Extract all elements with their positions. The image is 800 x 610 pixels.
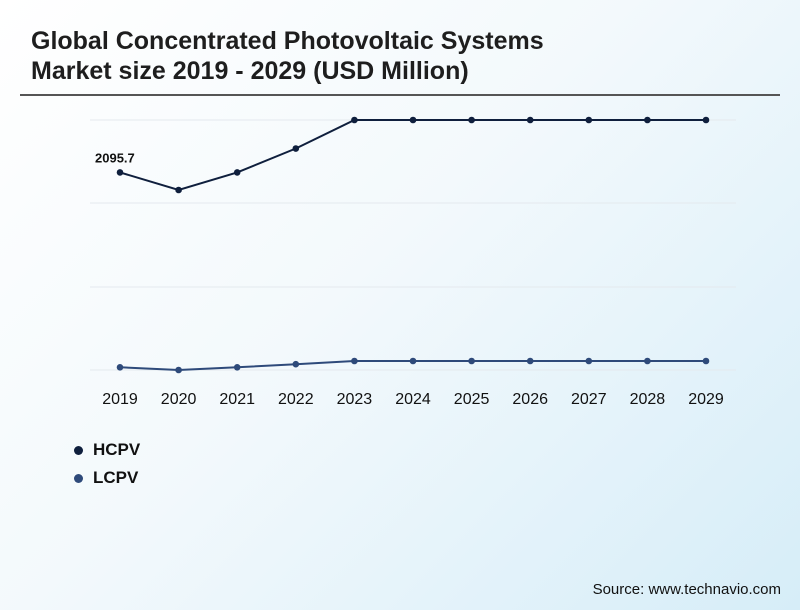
data-point-hcpv xyxy=(233,169,241,176)
x-tick-label: 2029 xyxy=(688,391,724,408)
data-point-hcpv xyxy=(585,116,593,124)
x-tick-label: 2026 xyxy=(512,391,548,408)
chart-legend: HCPV LCPV xyxy=(74,436,140,492)
data-point-hcpv xyxy=(175,186,182,194)
x-tick-label: 2025 xyxy=(454,391,490,408)
chart-title-line-2: Market size 2019 - 2029 (USD Million) xyxy=(31,57,469,85)
data-point-hcpv xyxy=(526,116,534,124)
data-point-hcpv xyxy=(702,116,710,124)
x-tick-label: 2024 xyxy=(395,391,431,408)
data-point-lcpv xyxy=(175,366,182,374)
data-point-lcpv xyxy=(233,363,241,371)
data-point-hcpv xyxy=(116,169,124,176)
data-point-hcpv xyxy=(644,116,651,124)
legend-item-lcpv: LCPV xyxy=(74,464,140,492)
x-tick-label: 2020 xyxy=(161,391,197,408)
x-tick-label: 2021 xyxy=(219,391,255,408)
legend-item-hcpv: HCPV xyxy=(74,436,140,464)
series-lines xyxy=(119,119,706,372)
data-point-lcpv xyxy=(585,357,593,365)
data-points xyxy=(116,116,710,374)
data-point-lcpv xyxy=(351,357,358,365)
data-point-lcpv xyxy=(644,357,651,365)
x-tick-label: 2027 xyxy=(571,391,607,408)
data-point-lcpv xyxy=(526,357,534,365)
chart-title: Global Concentrated Photovoltaic Systems… xyxy=(31,26,731,86)
x-tick-label: 2023 xyxy=(337,391,373,408)
data-point-hcpv xyxy=(292,145,300,152)
chart-title-line-1: Global Concentrated Photovoltaic Systems xyxy=(31,27,544,55)
source-note: Source: www.technavio.com xyxy=(592,581,781,598)
data-labels: 2095.7 xyxy=(95,150,135,165)
line-chart: 2095.7 2019 2020 2021 2022 2023 2024 2025 2026 2… xyxy=(90,116,736,408)
x-tick-label: 2022 xyxy=(278,391,314,408)
series-line-hcpv xyxy=(119,119,706,192)
legend-label: HCPV xyxy=(93,440,141,459)
data-point-lcpv xyxy=(409,357,417,365)
data-point-hcpv xyxy=(468,116,475,124)
data-label: 2095.7 xyxy=(95,150,135,165)
x-tick-label: 2019 xyxy=(102,391,138,408)
data-point-lcpv xyxy=(292,360,300,368)
data-point-hcpv xyxy=(351,116,358,124)
legend-label: LCPV xyxy=(93,468,139,487)
title-divider xyxy=(20,94,780,96)
legend-marker xyxy=(74,473,83,483)
data-point-lcpv xyxy=(468,357,475,365)
legend-marker xyxy=(74,445,83,455)
data-point-lcpv xyxy=(116,363,124,371)
x-tick-label: 2028 xyxy=(630,391,666,408)
data-point-hcpv xyxy=(409,116,417,124)
gridlines xyxy=(90,119,736,371)
x-axis-ticks: 2019 2020 2021 2022 2023 2024 2025 2026 2027 2028… xyxy=(102,391,724,408)
data-point-lcpv xyxy=(702,357,710,365)
